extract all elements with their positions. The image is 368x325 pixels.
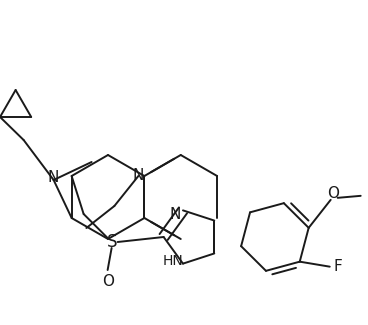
Text: HN: HN [163,254,183,267]
Text: N: N [48,171,59,186]
Text: O: O [102,275,114,290]
Text: F: F [333,259,342,274]
Text: S: S [106,233,117,251]
Text: O: O [327,186,339,201]
Text: N: N [169,207,181,222]
Text: N: N [133,168,144,184]
